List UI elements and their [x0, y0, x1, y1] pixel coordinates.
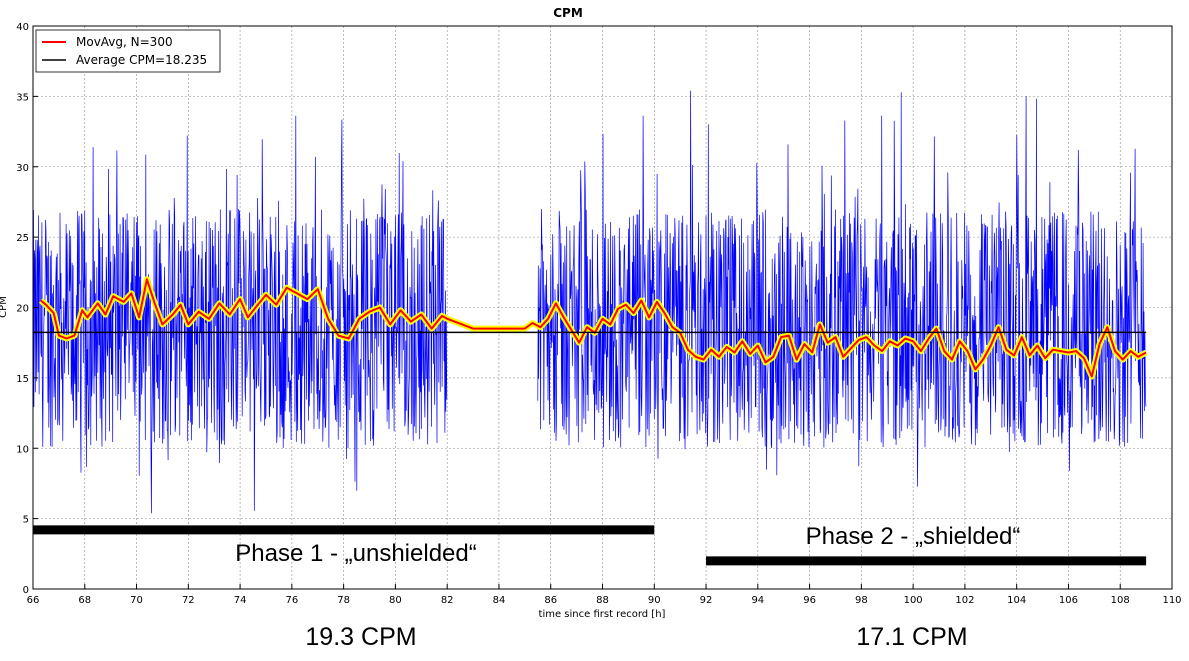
x-tick-label: 76	[285, 595, 298, 606]
y-tick-label: 40	[16, 22, 29, 33]
y-tick-label: 10	[16, 444, 29, 455]
x-tick-label: 84	[493, 595, 506, 606]
chart-title: CPM	[553, 6, 583, 20]
x-tick-label: 108	[1111, 595, 1130, 606]
legend-average-label: Average CPM=18.235	[76, 53, 207, 67]
raw-cpm-line	[32, 115, 448, 514]
x-tick-label: 88	[596, 595, 609, 606]
x-tick-label: 94	[751, 595, 764, 606]
x-tick-label: 98	[855, 595, 868, 606]
legend: MovAvg, N=300 Average CPM=18.235	[35, 29, 221, 73]
y-tick-label: 0	[23, 585, 29, 596]
x-tick-label: 86	[544, 595, 557, 606]
legend-box	[35, 29, 221, 73]
phase-2-label: Phase 2 - „shielded“	[806, 523, 1021, 550]
x-tick-label: 68	[78, 595, 91, 606]
x-tick-label: 102	[955, 595, 974, 606]
y-tick-label: 20	[16, 304, 29, 315]
x-tick-label: 100	[904, 595, 923, 606]
phase-bars	[33, 525, 1147, 566]
y-tick-label: 15	[16, 374, 29, 385]
x-axis-ticks: 66 68 70 72 74 76 78 80 82 84 86 88 90 92 94 96 98 100 102…	[27, 584, 1182, 606]
y-tick-label: 35	[16, 92, 29, 103]
phase-1-label: Phase 1 - „unshielded“	[235, 540, 476, 567]
x-tick-label: 92	[700, 595, 713, 606]
y-tick-label: 25	[16, 233, 29, 244]
x-tick-label: 110	[1162, 595, 1181, 606]
x-tick-label: 96	[803, 595, 816, 606]
x-tick-label: 104	[1007, 595, 1026, 606]
x-tick-label: 66	[27, 595, 40, 606]
raw-cpm-series	[32, 90, 1147, 514]
x-tick-label: 82	[441, 595, 454, 606]
phase-1-cpm: 19.3 CPM	[305, 623, 416, 651]
x-tick-label: 78	[337, 595, 350, 606]
y-axis-label: CPM	[0, 296, 9, 318]
y-axis-ticks: 0 5 10 15 20 25 30 35 40	[16, 22, 38, 596]
x-axis-label: time since first record [h]	[539, 609, 666, 620]
x-tick-label: 90	[648, 595, 661, 606]
x-tick-label: 80	[389, 595, 402, 606]
legend-movavg-label: MovAvg, N=300	[76, 35, 173, 49]
moving-average-line	[40, 278, 1147, 378]
x-tick-label: 70	[130, 595, 143, 606]
x-tick-label: 74	[234, 595, 247, 606]
y-tick-label: 5	[23, 515, 29, 526]
x-tick-label: 72	[182, 595, 195, 606]
raw-cpm-line	[537, 90, 1147, 487]
moving-average-series	[38, 276, 1148, 380]
x-tick-label: 106	[1059, 595, 1078, 606]
phase-2-cpm: 17.1 CPM	[856, 623, 967, 651]
y-tick-label: 30	[16, 163, 29, 174]
